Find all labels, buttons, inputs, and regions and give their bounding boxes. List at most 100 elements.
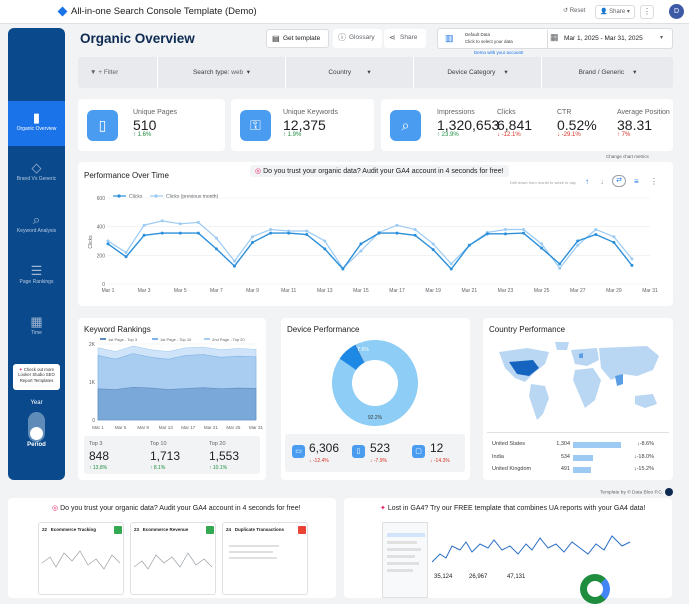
audit-banner-link[interactable]: ◎ Do you trust your organic data? Audit … bbox=[250, 165, 509, 177]
filter-lines-icon[interactable]: ≡ bbox=[634, 177, 639, 186]
data-point bbox=[269, 228, 273, 232]
kpi-label: Impressions bbox=[437, 109, 475, 116]
sidebar-item-label: Keyword Analysis bbox=[16, 228, 57, 234]
key-icon: ⚿ bbox=[240, 110, 271, 141]
toggle-label-period: Period bbox=[27, 442, 46, 448]
preview-stat: 26,967 bbox=[469, 574, 488, 580]
stat-delta: ↑ 13.8% bbox=[89, 465, 108, 471]
tablet-icon: ▢ bbox=[412, 445, 425, 458]
demo-note: Demo with your account! bbox=[474, 50, 524, 55]
share-menu-button[interactable]: 👤 Share ▾ bbox=[595, 5, 635, 19]
data-point bbox=[232, 264, 236, 268]
x-tick-label: Mar 17 bbox=[389, 288, 405, 294]
data-point bbox=[431, 248, 435, 252]
sidebar-item-page-rankings[interactable]: ☰ Page Rankings bbox=[8, 263, 65, 293]
y-tick-label: 0 bbox=[102, 282, 105, 288]
rocket-icon: ✦ bbox=[380, 505, 386, 512]
pie-slice bbox=[332, 339, 419, 426]
divider bbox=[547, 30, 548, 48]
country-bar bbox=[573, 442, 621, 448]
keyword-rankings-card: Keyword Rankings 1st Page - Top 3 1st Pag… bbox=[78, 318, 266, 480]
calendar-icon: ▦ bbox=[30, 314, 43, 329]
promo-banner: ✦ Lost in GA4? Try our FREE template tha… bbox=[380, 505, 646, 512]
search-type-dropdown[interactable]: Search type: web ▾ bbox=[158, 57, 286, 88]
brand-generic-dropdown[interactable]: Brand / Generic ▾ bbox=[578, 69, 637, 76]
data-point bbox=[287, 229, 291, 233]
world-map[interactable] bbox=[487, 338, 669, 428]
section-title: Country Performance bbox=[489, 325, 566, 334]
y-axis-label: Clicks bbox=[88, 235, 94, 249]
more-vert-icon[interactable]: ⋮ bbox=[640, 5, 654, 19]
drill-up-icon[interactable]: ↑ bbox=[585, 177, 589, 186]
promo-link[interactable]: ✦ Check out more Looker Studio SEO Repor… bbox=[13, 364, 60, 390]
sidebar-item-organic-overview[interactable]: ▮ Organic Overview bbox=[8, 101, 65, 146]
kpi-delta: ↑ 1.9% bbox=[283, 132, 302, 138]
app-title: All-in-one Search Console Template (Demo… bbox=[71, 6, 257, 17]
data-point bbox=[377, 231, 381, 235]
y-tick-label: 200 bbox=[97, 253, 106, 259]
x-tick-label: Mar 1 bbox=[92, 425, 104, 430]
page-icon: ▯ bbox=[87, 110, 118, 141]
preview-menu-item bbox=[387, 548, 421, 551]
kpi-value: 6,841 bbox=[497, 117, 533, 133]
default-data-label[interactable]: Default Data bbox=[465, 32, 491, 37]
default-data-hint[interactable]: Click to select your data bbox=[465, 39, 513, 44]
data-point bbox=[323, 247, 327, 251]
legend-label: Clicks bbox=[129, 194, 143, 200]
glossary-button[interactable]: ⓘ Glossary bbox=[333, 29, 382, 48]
chevron-down-icon[interactable]: ▾ bbox=[660, 35, 664, 41]
data-point bbox=[576, 243, 580, 247]
data-point bbox=[160, 231, 164, 235]
table-row[interactable]: India bbox=[492, 454, 504, 460]
section-title: Keyword Rankings bbox=[84, 325, 151, 334]
legend-label: 1st Page - Top 10 bbox=[160, 337, 192, 342]
share-icon: ⋖ bbox=[389, 33, 396, 42]
x-tick-label: Mar 25 bbox=[226, 425, 241, 430]
data-point bbox=[576, 239, 580, 243]
share-button[interactable]: ⋖ Share bbox=[384, 29, 426, 48]
drill-down-icon[interactable]: ↓ bbox=[600, 177, 604, 186]
data-point bbox=[106, 242, 110, 246]
data-point bbox=[178, 231, 182, 235]
sidebar-item-label: Time bbox=[31, 330, 42, 336]
metric-swap-icon[interactable]: ⇄ bbox=[612, 175, 626, 187]
help-icon: ⓘ bbox=[338, 33, 346, 42]
stat-delta: ↓ -12.4% bbox=[309, 458, 329, 464]
legend-swatch bbox=[152, 338, 158, 340]
section-title: Performance Over Time bbox=[84, 171, 169, 180]
drill-hint: Drill down from month to week to day bbox=[510, 180, 576, 185]
table-row[interactable]: United States bbox=[492, 441, 526, 447]
device-category-dropdown[interactable]: Device Category ▾ bbox=[414, 57, 542, 88]
data-point bbox=[630, 257, 634, 261]
sidebar-item-brand-vs-generic[interactable]: ◇ Brand Vs Generic bbox=[8, 160, 65, 190]
get-template-button[interactable]: ▤ Get template bbox=[266, 29, 329, 48]
sidebar: ▮ Organic Overview ◇ Brand Vs Generic ⌕ … bbox=[8, 28, 65, 480]
add-filter-button[interactable]: ▼ + Filter bbox=[78, 57, 158, 88]
x-tick-label: Mar 17 bbox=[181, 425, 196, 430]
chart-more-icon[interactable]: ⋮ bbox=[650, 177, 658, 186]
date-range-picker[interactable]: Mar 1, 2025 - Mar 31, 2025 bbox=[564, 35, 643, 42]
kpi-label: Average Position bbox=[617, 109, 670, 116]
mini-line-chart bbox=[134, 552, 213, 570]
calendar-icon[interactable]: ▦ bbox=[550, 32, 559, 42]
sidebar-item-time[interactable]: ▦ Time bbox=[8, 314, 65, 344]
stat-value: 1,713 bbox=[150, 449, 181, 463]
period-toggle[interactable] bbox=[28, 412, 45, 442]
data-point bbox=[196, 231, 200, 235]
avatar[interactable]: D bbox=[669, 4, 684, 19]
kpi-delta: ↑ 23.9% bbox=[437, 132, 459, 138]
status-badge bbox=[206, 526, 214, 534]
device-performance-card: Device Performance 92.2% 7.6% ▭ 6,306 ↓ -… bbox=[281, 318, 470, 480]
table-row[interactable]: United Kingdom bbox=[492, 466, 532, 472]
mobile-icon: ▯ bbox=[352, 445, 365, 458]
template-icon: ▤ bbox=[272, 34, 280, 43]
y-tick-label: 1K bbox=[89, 380, 96, 386]
sidebar-item-keyword-analysis[interactable]: ⌕ Keyword Analysis bbox=[8, 212, 65, 242]
preview-menu-item bbox=[387, 562, 419, 565]
bottom-promo-card-right[interactable]: ✦ Lost in GA4? Try our FREE template tha… bbox=[344, 498, 672, 604]
ranked-list-icon: ☰ bbox=[30, 263, 43, 278]
x-tick-label: Mar 9 bbox=[137, 425, 149, 430]
country-dropdown[interactable]: Country ▾ bbox=[286, 57, 414, 88]
reset-button[interactable]: ↺ Reset bbox=[559, 5, 590, 19]
kpi-card-unique-pages: ▯ Unique Pages 510 ↑ 1.6% bbox=[78, 99, 225, 151]
